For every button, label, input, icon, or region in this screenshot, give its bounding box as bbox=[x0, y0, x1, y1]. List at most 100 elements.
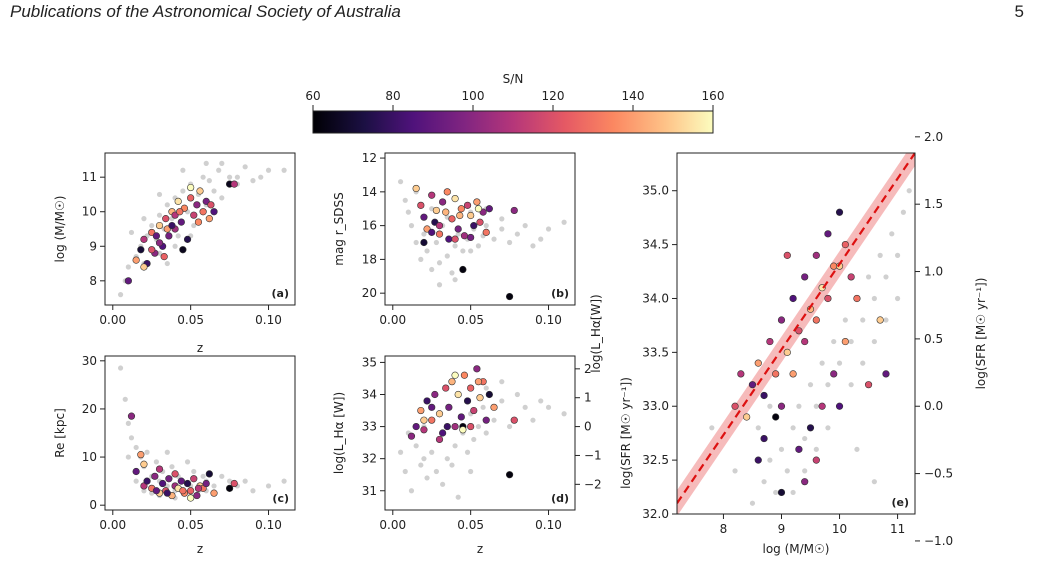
background-galaxy-point bbox=[545, 404, 552, 410]
background-galaxy-point bbox=[433, 239, 439, 246]
sample-galaxy-point bbox=[179, 487, 187, 495]
sample-galaxy-point bbox=[210, 489, 218, 497]
sample-galaxy-point bbox=[476, 218, 484, 226]
background-galaxy-point bbox=[265, 483, 272, 489]
sample-galaxy-point bbox=[190, 211, 198, 219]
sample-galaxy-point bbox=[448, 215, 456, 223]
background-galaxy-point bbox=[156, 212, 163, 218]
background-galaxy-point bbox=[125, 420, 131, 426]
background-galaxy-point bbox=[125, 454, 131, 460]
y2-tick-label: −1.0 bbox=[924, 534, 953, 548]
plot-area bbox=[117, 365, 287, 502]
plot-area bbox=[677, 153, 915, 514]
sample-galaxy-point bbox=[835, 208, 844, 216]
sample-galaxy-point bbox=[482, 416, 490, 424]
background-galaxy-point bbox=[117, 292, 124, 298]
colorbar-gradient bbox=[312, 110, 714, 134]
y-tick-label: 9 bbox=[89, 239, 97, 253]
sample-galaxy-point bbox=[451, 371, 459, 379]
sample-galaxy-point bbox=[127, 412, 136, 420]
background-galaxy-point bbox=[819, 360, 825, 366]
sample-galaxy-point bbox=[132, 256, 140, 264]
y-axis-label: log (M/M☉) bbox=[53, 196, 67, 263]
sample-galaxy-point bbox=[737, 370, 745, 378]
background-galaxy-point bbox=[530, 417, 536, 423]
sample-galaxy-point bbox=[482, 228, 490, 236]
y2-tick-label: 0.0 bbox=[924, 399, 943, 413]
background-galaxy-point bbox=[234, 174, 240, 180]
colorbar-label: S/N bbox=[503, 72, 524, 86]
sample-galaxy-point bbox=[155, 239, 164, 247]
background-galaxy-point bbox=[514, 391, 520, 398]
background-galaxy-point bbox=[452, 277, 458, 283]
background-galaxy-point bbox=[281, 167, 287, 173]
sample-galaxy-point bbox=[176, 208, 184, 216]
background-galaxy-point bbox=[483, 223, 489, 229]
background-galaxy-point bbox=[561, 411, 567, 417]
background-galaxy-point bbox=[755, 425, 761, 431]
sample-galaxy-point bbox=[193, 201, 201, 209]
sample-galaxy-point bbox=[442, 208, 450, 216]
sample-galaxy-point bbox=[420, 416, 428, 424]
background-galaxy-point bbox=[767, 457, 773, 463]
background-galaxy-point bbox=[538, 236, 544, 242]
background-galaxy-point bbox=[128, 435, 135, 441]
x-tick-label: 10 bbox=[832, 522, 847, 536]
page-number: 5 bbox=[1014, 2, 1024, 21]
x-tick-label: 0.10 bbox=[255, 518, 282, 532]
sample-galaxy-point bbox=[795, 445, 803, 453]
sample-galaxy-point bbox=[168, 221, 176, 230]
background-galaxy-point bbox=[452, 243, 458, 249]
background-galaxy-point bbox=[807, 382, 814, 388]
background-galaxy-point bbox=[460, 248, 466, 254]
colorbar-tick-label: 160 bbox=[702, 89, 725, 103]
sample-galaxy-point bbox=[165, 475, 173, 483]
sample-galaxy-point bbox=[824, 294, 832, 303]
sample-galaxy-point bbox=[853, 294, 861, 303]
sample-galaxy-point bbox=[428, 416, 436, 424]
background-galaxy-point bbox=[796, 403, 802, 409]
colorbar-ticks: 60 80 100 120 140 160 bbox=[305, 89, 724, 111]
background-galaxy-point bbox=[424, 248, 430, 254]
background-galaxy-point bbox=[180, 188, 186, 194]
sample-galaxy-point bbox=[162, 215, 170, 223]
sample-galaxy-point bbox=[140, 235, 148, 243]
background-galaxy-point bbox=[226, 174, 233, 180]
background-galaxy-point bbox=[825, 382, 831, 388]
background-galaxy-point bbox=[860, 317, 866, 323]
sample-galaxy-point bbox=[463, 397, 472, 405]
sample-galaxy-point bbox=[230, 180, 238, 188]
x-tick-label: 0.00 bbox=[99, 313, 126, 327]
plot-frame bbox=[384, 355, 576, 511]
y2-tick-label: 0 bbox=[584, 420, 592, 434]
sample-galaxy-point bbox=[451, 195, 459, 203]
background-galaxy-point bbox=[522, 404, 528, 410]
y-tick-label: 32.0 bbox=[642, 507, 669, 521]
sample-galaxy-point bbox=[210, 208, 218, 216]
sample-galaxy-point bbox=[760, 434, 768, 443]
background-galaxy-point bbox=[883, 274, 889, 280]
background-galaxy-point bbox=[156, 191, 163, 198]
y-axis-label: log(L_Hα[W]) bbox=[589, 294, 603, 373]
background-galaxy-point bbox=[133, 444, 139, 451]
background-galaxy-point bbox=[258, 174, 264, 180]
colorbar-tick-label: 80 bbox=[385, 89, 400, 103]
background-galaxy-point bbox=[408, 223, 415, 229]
background-galaxy-point bbox=[216, 167, 222, 173]
background-galaxy-point bbox=[141, 488, 147, 494]
sample-galaxy-point bbox=[783, 348, 791, 356]
sample-galaxy-point bbox=[159, 479, 167, 488]
background-galaxy-point bbox=[773, 489, 779, 496]
background-galaxy-point bbox=[122, 396, 128, 402]
x-tick-label: 11 bbox=[890, 522, 905, 536]
sample-galaxy-point bbox=[187, 194, 195, 202]
y-tick-label: 14 bbox=[362, 185, 377, 199]
sample-galaxy-point bbox=[505, 292, 514, 301]
x-tick-label: 0.00 bbox=[99, 518, 126, 532]
background-galaxy-point bbox=[561, 219, 567, 225]
sample-galaxy-point bbox=[505, 471, 514, 479]
sample-galaxy-point bbox=[199, 208, 207, 216]
sample-galaxy-point bbox=[207, 201, 215, 209]
background-galaxy-point bbox=[200, 473, 206, 479]
sample-galaxy-point bbox=[485, 390, 493, 399]
